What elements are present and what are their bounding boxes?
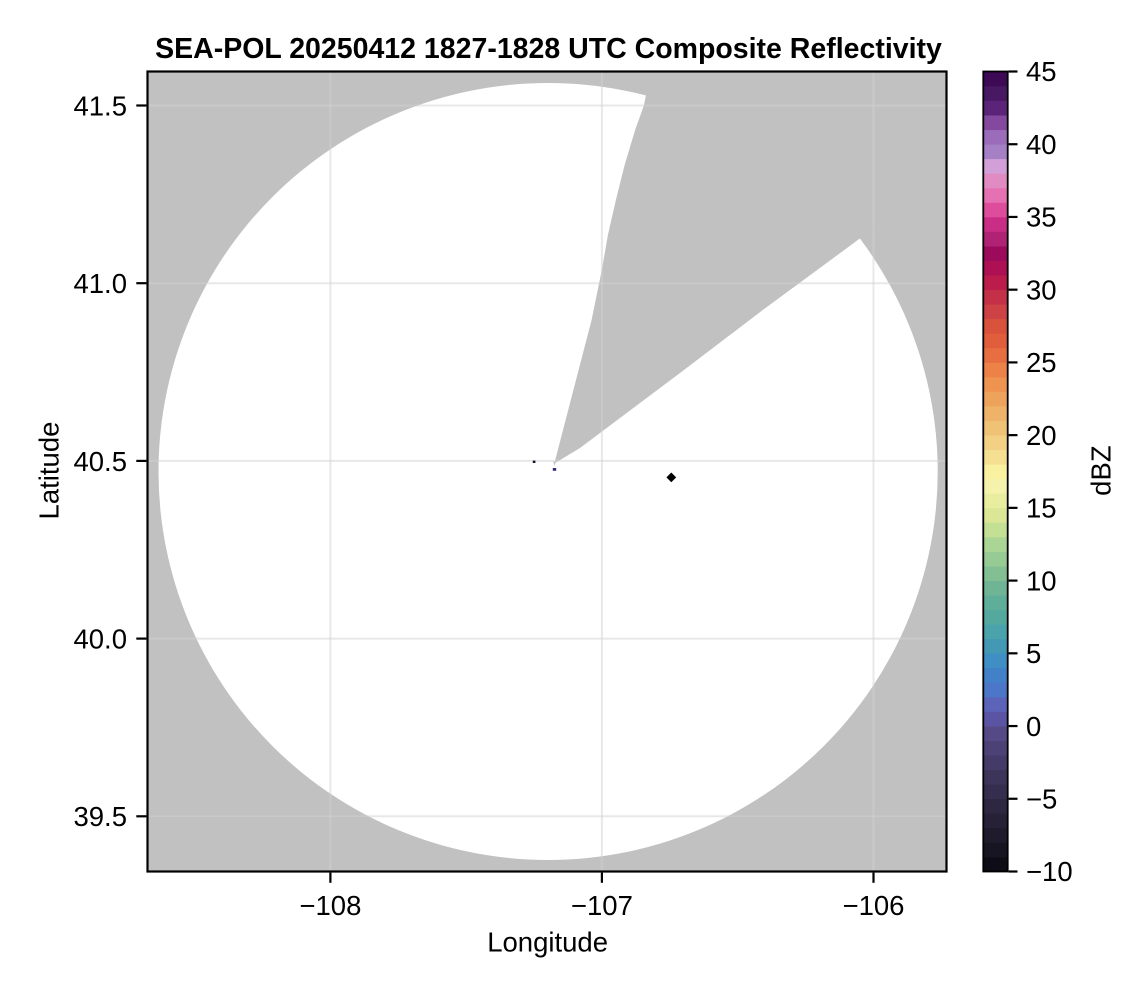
svg-text:0: 0 bbox=[1026, 711, 1041, 742]
svg-text:−10: −10 bbox=[1026, 856, 1073, 887]
svg-text:−106: −106 bbox=[843, 890, 905, 921]
svg-text:40.0: 40.0 bbox=[73, 624, 127, 655]
svg-text:30: 30 bbox=[1026, 274, 1057, 305]
svg-text:−107: −107 bbox=[571, 890, 633, 921]
svg-text:−108: −108 bbox=[299, 890, 361, 921]
svg-text:35: 35 bbox=[1026, 202, 1057, 233]
svg-text:20: 20 bbox=[1026, 420, 1057, 451]
svg-text:Longitude: Longitude bbox=[487, 927, 608, 958]
svg-text:40.5: 40.5 bbox=[73, 446, 127, 477]
svg-text:25: 25 bbox=[1026, 347, 1057, 378]
svg-text:5: 5 bbox=[1026, 638, 1041, 669]
svg-text:Latitude: Latitude bbox=[34, 422, 65, 520]
svg-text:−5: −5 bbox=[1026, 783, 1057, 814]
svg-text:41.0: 41.0 bbox=[73, 268, 127, 299]
svg-text:45: 45 bbox=[1026, 56, 1057, 87]
svg-text:40: 40 bbox=[1026, 129, 1057, 160]
svg-text:SEA-POL 20250412 1827-1828 UTC: SEA-POL 20250412 1827-1828 UTC Composite… bbox=[155, 33, 942, 65]
svg-text:41.5: 41.5 bbox=[73, 90, 127, 121]
svg-text:10: 10 bbox=[1026, 565, 1057, 596]
svg-text:15: 15 bbox=[1026, 493, 1057, 524]
svg-text:dBZ: dBZ bbox=[1086, 445, 1117, 495]
svg-text:39.5: 39.5 bbox=[73, 801, 127, 832]
